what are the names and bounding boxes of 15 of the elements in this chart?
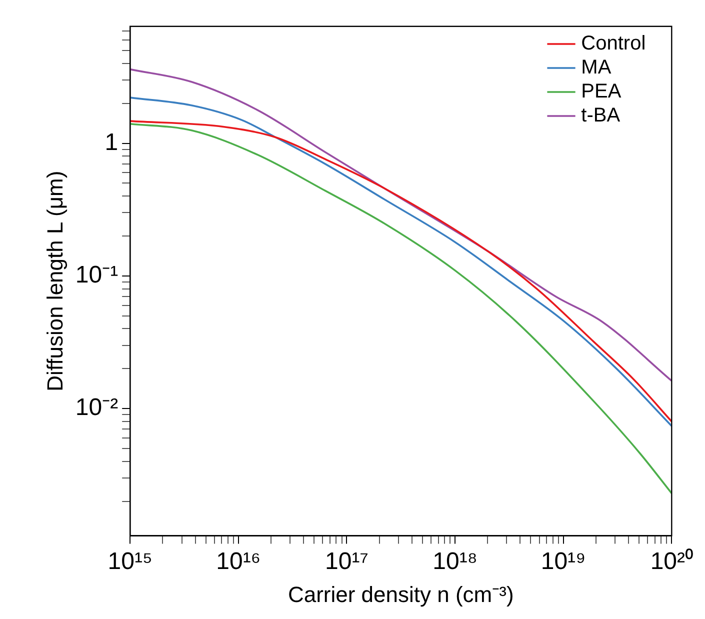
x-tick-label: 10¹⁵ (108, 548, 152, 575)
y-tick-label: 10⁻¹ (75, 262, 118, 289)
x-tick-label: 10¹⁶ (216, 548, 261, 575)
legend-label: PEA (581, 80, 622, 103)
x-tick-label: 10¹⁹ (540, 548, 586, 575)
x-tick-label: 10¹⁷ (325, 548, 368, 575)
y-tick-label: 1 (104, 128, 118, 156)
x-tick-label: 10²⁰ (650, 548, 693, 575)
legend-label: Control (581, 32, 646, 55)
legend-label: MA (581, 56, 612, 79)
x-axis-title: Carrier density n (cm⁻³) (288, 582, 514, 607)
legend-label: t-BA (581, 104, 621, 127)
x-tick-label: 10¹⁸ (432, 548, 478, 575)
y-tick-label: 10⁻² (75, 394, 118, 422)
y-axis-title: Diffusion length L (μm) (42, 170, 68, 392)
